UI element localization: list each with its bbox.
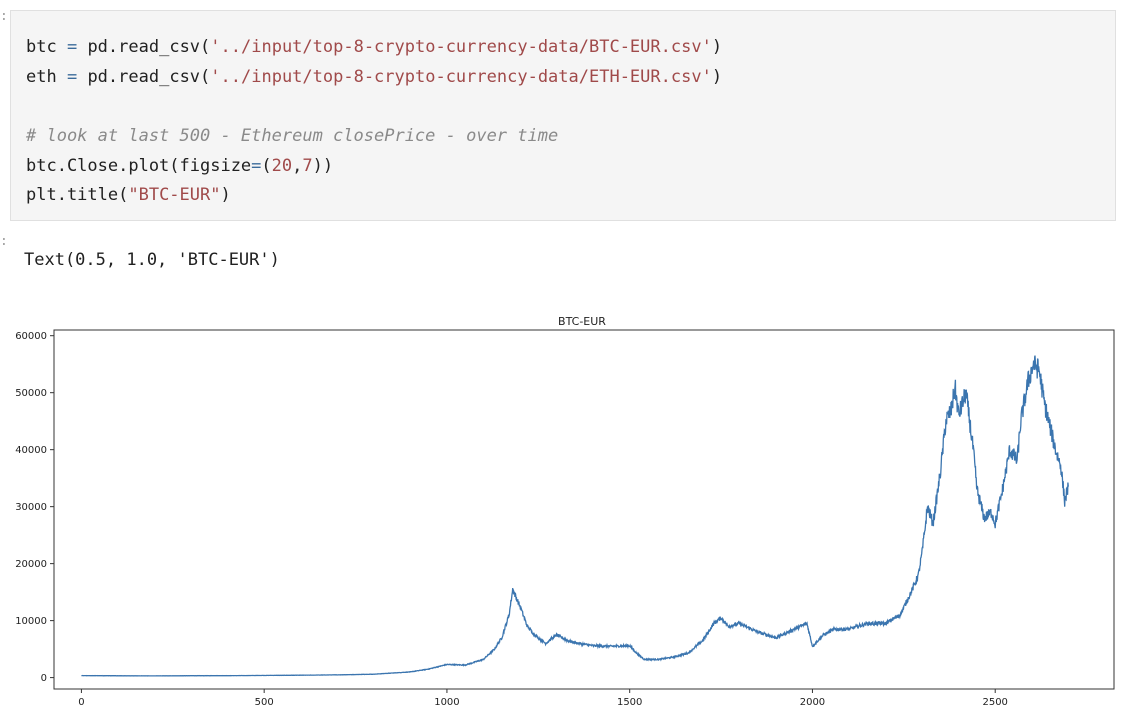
code-token: (	[261, 155, 272, 176]
code-token	[26, 96, 36, 116]
x-tick-label: 2500	[982, 697, 1007, 708]
chart-title: BTC-EUR	[558, 315, 606, 328]
code-token: )	[711, 37, 723, 57]
code-token: eth	[26, 66, 67, 87]
code-token: (	[200, 66, 211, 87]
code-token: 20	[271, 155, 293, 176]
code-token: "BTC-EUR"	[128, 185, 221, 206]
code-token: # look at last 500 - Ethereum closePrice…	[26, 126, 559, 147]
code-token: ,	[292, 155, 303, 176]
y-tick-label: 40000	[15, 445, 47, 456]
code-token: btc.Close.plot(figsize	[26, 155, 252, 176]
code-line-6: plt.title("BTC-EUR")	[26, 181, 722, 211]
y-tick-label: 60000	[15, 331, 47, 342]
code-token: pd.	[77, 37, 119, 57]
code-token: )	[220, 185, 231, 206]
x-tick-label: 1000	[434, 697, 459, 708]
code-line-2: eth = pd.read_csv('../input/top-8-crypto…	[26, 63, 722, 93]
code-line-3	[26, 92, 722, 122]
code-token: )	[711, 66, 723, 87]
code-editor[interactable]: btc = pd.read_csv('../input/top-8-crypto…	[26, 33, 722, 211]
code-line-1: btc = pd.read_csv('../input/top-8-crypto…	[26, 33, 722, 63]
code-token: =	[66, 37, 78, 57]
x-tick-label: 2000	[800, 697, 825, 708]
y-tick-label: 10000	[15, 616, 47, 627]
y-tick-label: 30000	[15, 502, 47, 513]
code-token: read_csv	[118, 66, 201, 87]
series-line-close	[81, 355, 1069, 677]
code-token: read_csv	[118, 37, 201, 57]
code-token: =	[251, 155, 262, 176]
x-tick-label: 0	[78, 697, 84, 708]
x-tick-label: 500	[255, 697, 274, 708]
code-token: ))	[312, 155, 334, 176]
code-token: pd.	[77, 66, 119, 87]
code-token: (	[200, 37, 211, 57]
output-text: Text(0.5, 1.0, 'BTC-EUR')	[24, 250, 280, 270]
code-line-4: # look at last 500 - Ethereum closePrice…	[26, 122, 722, 152]
code-token: plt.title(	[26, 185, 129, 206]
code-cell[interactable]: btc = pd.read_csv('../input/top-8-crypto…	[10, 10, 1116, 221]
axes-frame	[53, 329, 1115, 690]
code-token: '../input/top-8-crypto-currency-data/ETH…	[210, 66, 712, 87]
output-prompt: :	[0, 234, 8, 249]
y-tick-label: 0	[41, 673, 47, 684]
code-token: '../input/top-8-crypto-currency-data/BTC…	[210, 37, 712, 57]
code-line-5: btc.Close.plot(figsize=(20,7))	[26, 152, 722, 182]
x-tick-label: 1500	[617, 697, 642, 708]
code-cell-prompt: :	[0, 9, 8, 24]
code-token: 7	[302, 155, 313, 176]
y-tick-label: 50000	[15, 388, 47, 399]
btc-eur-line-chart: BTC-EUR 0 10000 20000 30000 40000 50000 60000 0…	[15, 315, 1115, 708]
code-token: =	[66, 66, 78, 87]
y-tick-label: 20000	[15, 559, 47, 570]
code-token: btc	[26, 37, 67, 57]
